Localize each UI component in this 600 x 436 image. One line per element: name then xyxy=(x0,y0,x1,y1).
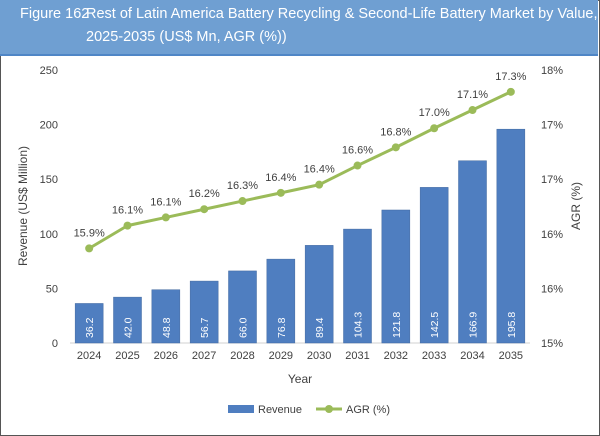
x-tick-label: 2028 xyxy=(230,350,254,362)
revenue-bar xyxy=(151,289,181,344)
bar-value-label: 42.0 xyxy=(123,317,135,338)
x-tick-label: 2025 xyxy=(115,350,139,362)
legend-revenue-swatch xyxy=(228,405,254,413)
agr-value-label: 17.1% xyxy=(457,89,488,101)
agr-value-label: 16.8% xyxy=(380,126,411,138)
revenue-bar xyxy=(113,296,142,344)
y2-tick-label: 17% xyxy=(541,120,563,132)
y2-axis-title: AGR (%) xyxy=(569,182,583,230)
revenue-bar xyxy=(496,128,526,344)
y-tick-label: 0 xyxy=(52,338,58,350)
agr-point xyxy=(506,87,515,96)
agr-value-label: 16.1% xyxy=(150,196,181,208)
y2-tick-label: 17% xyxy=(541,174,563,186)
agr-point xyxy=(123,221,132,230)
y2-tick-label: 18% xyxy=(541,65,563,77)
x-tick-label: 2029 xyxy=(269,350,293,362)
y-tick-label: 200 xyxy=(40,120,58,132)
revenue-bar xyxy=(304,245,334,344)
bar-value-label: 195.8 xyxy=(506,312,518,338)
x-tick-label: 2031 xyxy=(345,350,369,362)
x-tick-label: 2030 xyxy=(307,350,331,362)
x-tick-label: 2026 xyxy=(154,350,178,362)
bar-value-label: 142.5 xyxy=(429,312,441,338)
legend-revenue-label: Revenue xyxy=(258,404,302,416)
x-tick-label: 2024 xyxy=(77,350,101,362)
figure-title-line1: Rest of Latin America Battery Recycling … xyxy=(86,6,598,22)
bar-value-label: 76.8 xyxy=(276,317,288,338)
x-tick-label: 2032 xyxy=(384,350,408,362)
agr-point xyxy=(85,244,94,253)
revenue-bar xyxy=(266,258,296,344)
y2-tick-label: 16% xyxy=(541,283,563,295)
y2-tick-label: 15% xyxy=(541,338,563,350)
agr-point xyxy=(468,106,477,115)
bar-value-label: 48.8 xyxy=(161,317,173,338)
agr-point xyxy=(276,188,285,197)
bar-value-label: 66.0 xyxy=(238,317,250,338)
x-tick-label: 2027 xyxy=(192,350,216,362)
agr-value-label: 16.2% xyxy=(189,188,220,200)
agr-value-label: 17.0% xyxy=(419,107,450,119)
x-axis-title: Year xyxy=(288,372,312,386)
bar-value-label: 121.8 xyxy=(391,312,403,338)
x-tick-label: 2035 xyxy=(499,350,523,362)
revenue-bar xyxy=(458,160,487,344)
figure-title-line2: 2025-2035 (US$ Mn, AGR (%)) xyxy=(86,29,287,45)
x-tick-label: 2033 xyxy=(422,350,446,362)
legend-agr-label: AGR (%) xyxy=(346,404,390,416)
agr-value-label: 15.9% xyxy=(74,227,105,239)
y-axis-title: Revenue (US$ Million) xyxy=(16,146,30,266)
agr-value-label: 16.3% xyxy=(227,180,258,192)
revenue-bar xyxy=(343,228,372,344)
x-tick-label: 2034 xyxy=(460,350,484,362)
figure-number: Figure 162 xyxy=(20,6,90,22)
agr-point xyxy=(353,161,362,170)
agr-point xyxy=(161,213,170,222)
revenue-bar xyxy=(381,209,411,344)
bar-value-label: 36.2 xyxy=(84,317,96,338)
agr-value-label: 16.4% xyxy=(265,172,296,184)
agr-value-label: 16.1% xyxy=(112,205,143,217)
agr-value-label: 16.4% xyxy=(304,164,335,176)
y-tick-label: 100 xyxy=(40,229,58,241)
y2-tick-label: 16% xyxy=(541,229,563,241)
y-tick-label: 50 xyxy=(46,283,58,295)
bar-value-label: 89.4 xyxy=(314,317,326,338)
agr-value-label: 16.6% xyxy=(342,145,373,157)
legend-agr-marker xyxy=(325,405,333,413)
agr-value-label: 17.3% xyxy=(495,71,526,83)
agr-point xyxy=(238,197,247,206)
revenue-bar xyxy=(228,270,257,344)
y-tick-label: 250 xyxy=(40,65,58,77)
bar-value-label: 166.9 xyxy=(468,312,480,338)
revenue-bar xyxy=(74,303,104,344)
y-tick-label: 150 xyxy=(40,174,58,186)
agr-point xyxy=(391,143,400,152)
agr-point xyxy=(430,124,439,133)
agr-point xyxy=(315,180,324,189)
bar-value-label: 56.7 xyxy=(199,317,211,338)
figure-header: Figure 162 Rest of Latin America Battery… xyxy=(0,0,598,56)
agr-line xyxy=(88,90,512,250)
agr-point xyxy=(200,205,209,214)
revenue-bar xyxy=(419,187,449,344)
revenue-bar xyxy=(189,280,219,344)
bar-value-label: 104.3 xyxy=(353,312,365,338)
